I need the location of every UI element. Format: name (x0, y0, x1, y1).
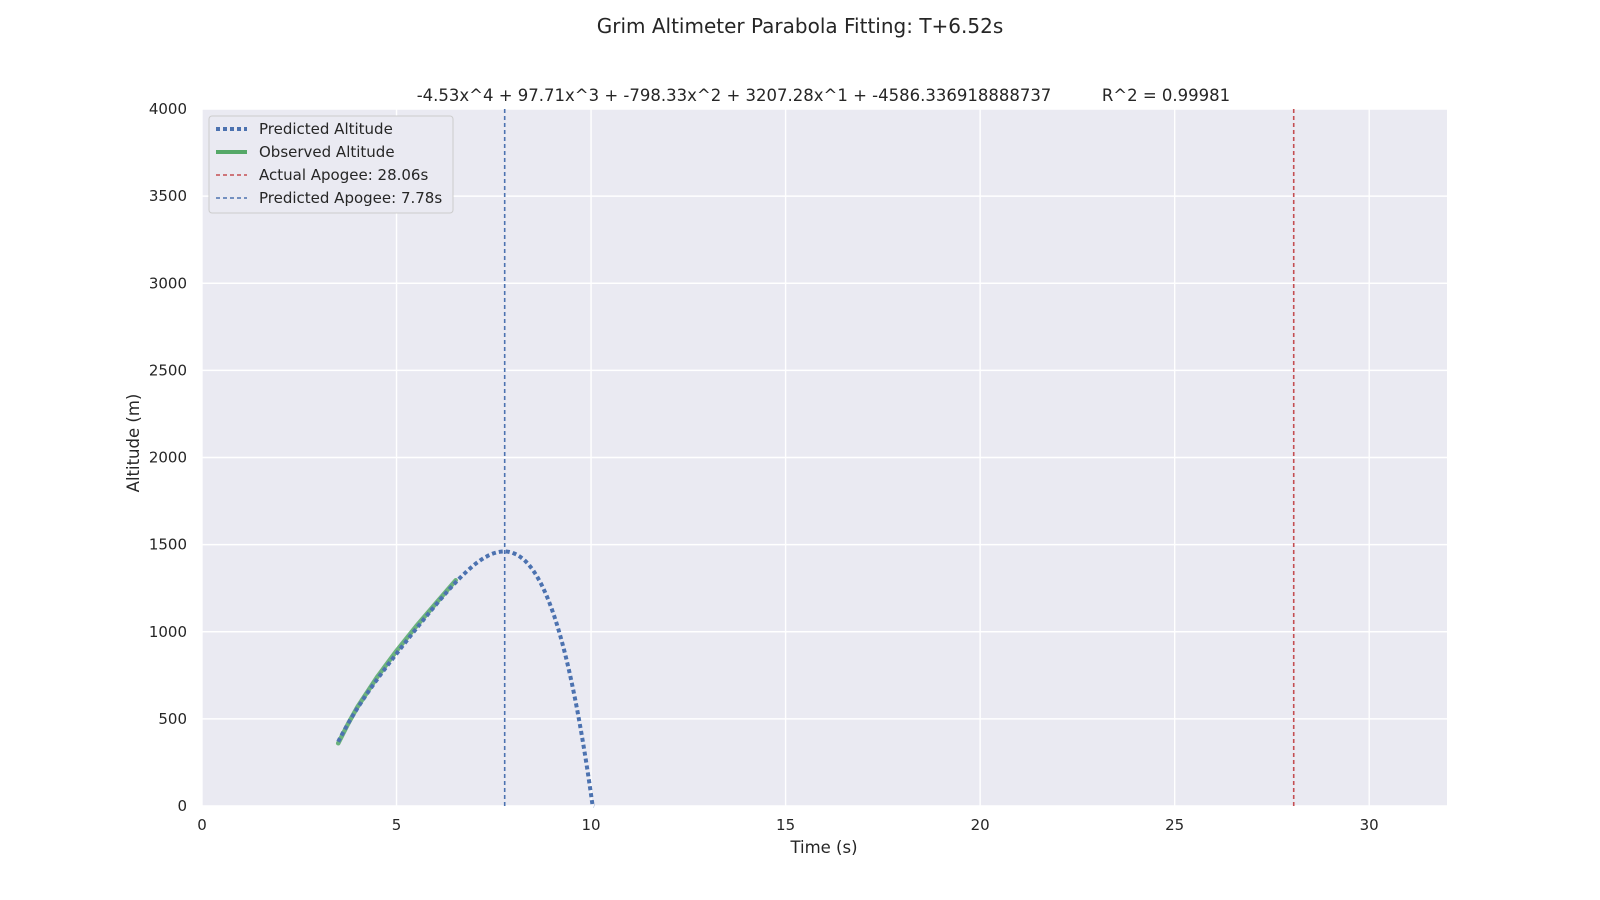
y-tick-label: 3000 (149, 274, 187, 292)
legend-frame (208, 115, 454, 214)
predicted-altitude-line (336, 549, 595, 808)
legend-label: Predicted Apogee: 7.78s (259, 189, 442, 207)
y-tick-label: 1500 (149, 536, 187, 554)
x-tick-label: 15 (776, 816, 795, 834)
x-tick-label: 30 (1360, 816, 1379, 834)
x-axis-ticks: 0 5 10 15 20 25 30 (197, 816, 1379, 834)
legend-label: Actual Apogee: 28.06s (259, 166, 428, 184)
legend-label: Predicted Altitude (259, 120, 393, 138)
x-tick-label: 20 (971, 816, 990, 834)
x-tick-label: 0 (197, 816, 207, 834)
chart-title: Grim Altimeter Parabola Fitting: T+6.52s (597, 14, 1004, 38)
y-axis-label: Altitude (m) (124, 394, 143, 493)
x-tick-label: 5 (392, 816, 402, 834)
r-squared-subtitle: R^2 = 0.99981 (1102, 86, 1230, 105)
legend: Predicted Altitude Observed Altitude Actua… (208, 115, 454, 214)
y-tick-label: 0 (177, 797, 187, 815)
data-series (335, 549, 595, 808)
y-tick-label: 2500 (149, 361, 187, 379)
x-tick-label: 25 (1165, 816, 1184, 834)
y-axis-ticks: 0 500 1000 1500 2000 2500 3000 3500 4000 (149, 100, 187, 815)
legend-label: Observed Altitude (259, 143, 395, 161)
y-tick-label: 4000 (149, 100, 187, 118)
x-axis-label: Time (s) (789, 838, 857, 857)
y-tick-label: 500 (158, 710, 187, 728)
y-tick-label: 3500 (149, 187, 187, 205)
y-tick-label: 1000 (149, 623, 187, 641)
x-tick-label: 10 (582, 816, 601, 834)
y-tick-label: 2000 (149, 449, 187, 467)
equation-subtitle: -4.53x^4 + 97.71x^3 + -798.33x^2 + 3207.… (417, 86, 1052, 105)
grid (201, 108, 1447, 807)
